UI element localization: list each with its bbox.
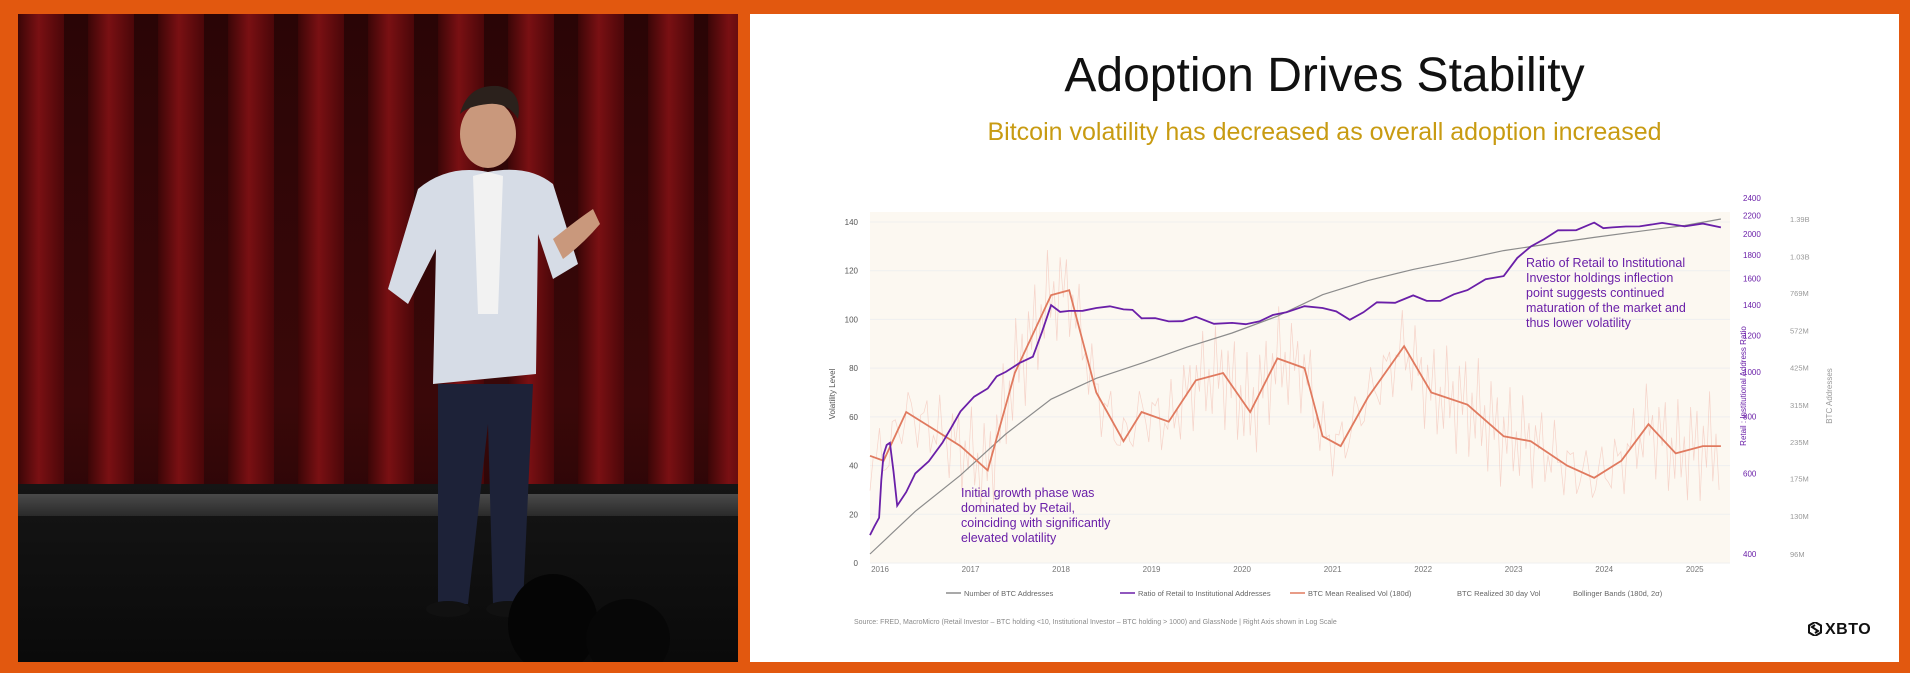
y2-tick-label: 800 xyxy=(1743,412,1757,421)
y-tick-label: 100 xyxy=(845,315,859,324)
y2-tick-label: 2200 xyxy=(1743,211,1761,220)
curtain-fold xyxy=(578,14,624,484)
mean-realised-vol-line xyxy=(869,289,1721,479)
x-tick-label: 2018 xyxy=(1052,565,1070,574)
stage-edge xyxy=(18,494,738,516)
annotation-line: thus lower volatility xyxy=(1526,316,1631,330)
x-tick-label: 2023 xyxy=(1505,565,1523,574)
audience-silhouettes xyxy=(508,574,670,662)
y2-tick-label: 1600 xyxy=(1743,275,1761,284)
y-tick-label: 60 xyxy=(849,413,858,422)
legend-item: BTC Realized 30 day Vol xyxy=(1457,589,1541,598)
y3-tick-label: 130M xyxy=(1790,512,1809,521)
curtain-fold xyxy=(228,14,274,484)
y-tick-label: 80 xyxy=(849,364,858,373)
curtain-fold xyxy=(708,14,738,484)
curtain-fold xyxy=(298,14,344,484)
annotation-line: elevated volatility xyxy=(961,531,1057,545)
annotation-line: coinciding with significantly xyxy=(961,516,1111,530)
speaker-figure xyxy=(388,85,600,617)
x-tick-label: 2016 xyxy=(871,565,889,574)
y3-axis-title: BTC Addresses xyxy=(1825,368,1834,424)
x-tick-label: 2024 xyxy=(1595,565,1613,574)
xbto-logo-icon xyxy=(1808,622,1822,636)
realized-vol-30d-line xyxy=(869,249,1720,508)
curtain-fold xyxy=(88,14,134,484)
brand-logo: XBTO xyxy=(1808,621,1871,639)
y-tick-label: 0 xyxy=(854,559,859,568)
y2-axis-title: Retail : Institutional Address Ratio xyxy=(1739,326,1748,446)
slide-subtitle: Bitcoin volatility has decreased as over… xyxy=(987,118,1662,146)
x-tick-label: 2019 xyxy=(1143,565,1161,574)
y3-tick-label: 96M xyxy=(1790,550,1805,559)
y-tick-label: 140 xyxy=(845,218,859,227)
y3-tick-label: 175M xyxy=(1790,475,1809,484)
y2-tick-label: 1200 xyxy=(1743,332,1761,341)
y3-tick-label: 235M xyxy=(1790,438,1809,447)
presentation-slide: Adoption Drives Stability Bitcoin volati… xyxy=(750,14,1899,662)
y2-tick-label: 400 xyxy=(1743,550,1757,559)
legend-item: Bollinger Bands (180d, 2σ) xyxy=(1573,589,1663,598)
slide-title: Adoption Drives Stability xyxy=(1064,49,1585,102)
annotation-line: Initial growth phase was xyxy=(961,486,1095,500)
btc-addresses-line xyxy=(869,218,1722,555)
x-tick-label: 2017 xyxy=(962,565,980,574)
annotation-line: Investor holdings inflection xyxy=(1526,271,1674,285)
y2-tick-label: 2000 xyxy=(1743,230,1761,239)
y-tick-label: 20 xyxy=(849,510,858,519)
volatility-chart: 2016 2017 2018 2019 2020 2021 2022 2023 2024 2025… xyxy=(828,194,1834,598)
annotation-line: Ratio of Retail to Institutional xyxy=(1526,256,1686,270)
y2-tick-label: 2400 xyxy=(1743,194,1761,203)
source-note: Source: FRED, MacroMicro (Retail Investo… xyxy=(854,619,1337,626)
annotation-line: dominated by Retail, xyxy=(961,501,1075,515)
annotation-inflection: Ratio of Retail to Institutional Investo… xyxy=(1526,256,1726,331)
x-tick-label: 2020 xyxy=(1233,565,1251,574)
y3-tick-label: 425M xyxy=(1790,364,1809,373)
y2-tick-label: 600 xyxy=(1743,469,1757,478)
y-tick-label: 40 xyxy=(849,462,858,471)
legend-item: BTC Mean Realised Vol (180d) xyxy=(1308,589,1412,598)
legend-item: Ratio of Retail to Institutional Address… xyxy=(1138,589,1271,598)
y2-tick-label: 1000 xyxy=(1743,368,1761,377)
y3-tick-label: 1.03B xyxy=(1790,253,1810,262)
x-tick-label: 2022 xyxy=(1414,565,1432,574)
x-tick-label: 2021 xyxy=(1324,565,1342,574)
x-tick-label: 2025 xyxy=(1686,565,1704,574)
stage-video xyxy=(18,14,738,662)
retail-institutional-ratio-line xyxy=(869,221,1722,536)
annotation-line: maturation of the market and xyxy=(1526,301,1686,315)
y-axis-title: Volatility Level xyxy=(828,368,837,419)
y3-tick-label: 1.39B xyxy=(1790,215,1810,224)
y3-tick-label: 572M xyxy=(1790,326,1809,335)
annotation-line: point suggests continued xyxy=(1526,286,1665,300)
curtain-fold xyxy=(158,14,204,484)
y3-tick-label: 315M xyxy=(1790,401,1809,410)
y2-tick-label: 1400 xyxy=(1743,301,1761,310)
legend-item: Number of BTC Addresses xyxy=(964,589,1053,598)
y-tick-label: 120 xyxy=(845,267,859,276)
curtain-fold xyxy=(18,14,64,484)
y2-tick-label: 1800 xyxy=(1743,251,1761,260)
curtain-fold xyxy=(648,14,694,484)
annotation-retail-phase: Initial growth phase was dominated by Re… xyxy=(961,486,1161,546)
brand-name: XBTO xyxy=(1825,621,1872,638)
y3-tick-label: 769M xyxy=(1790,289,1809,298)
